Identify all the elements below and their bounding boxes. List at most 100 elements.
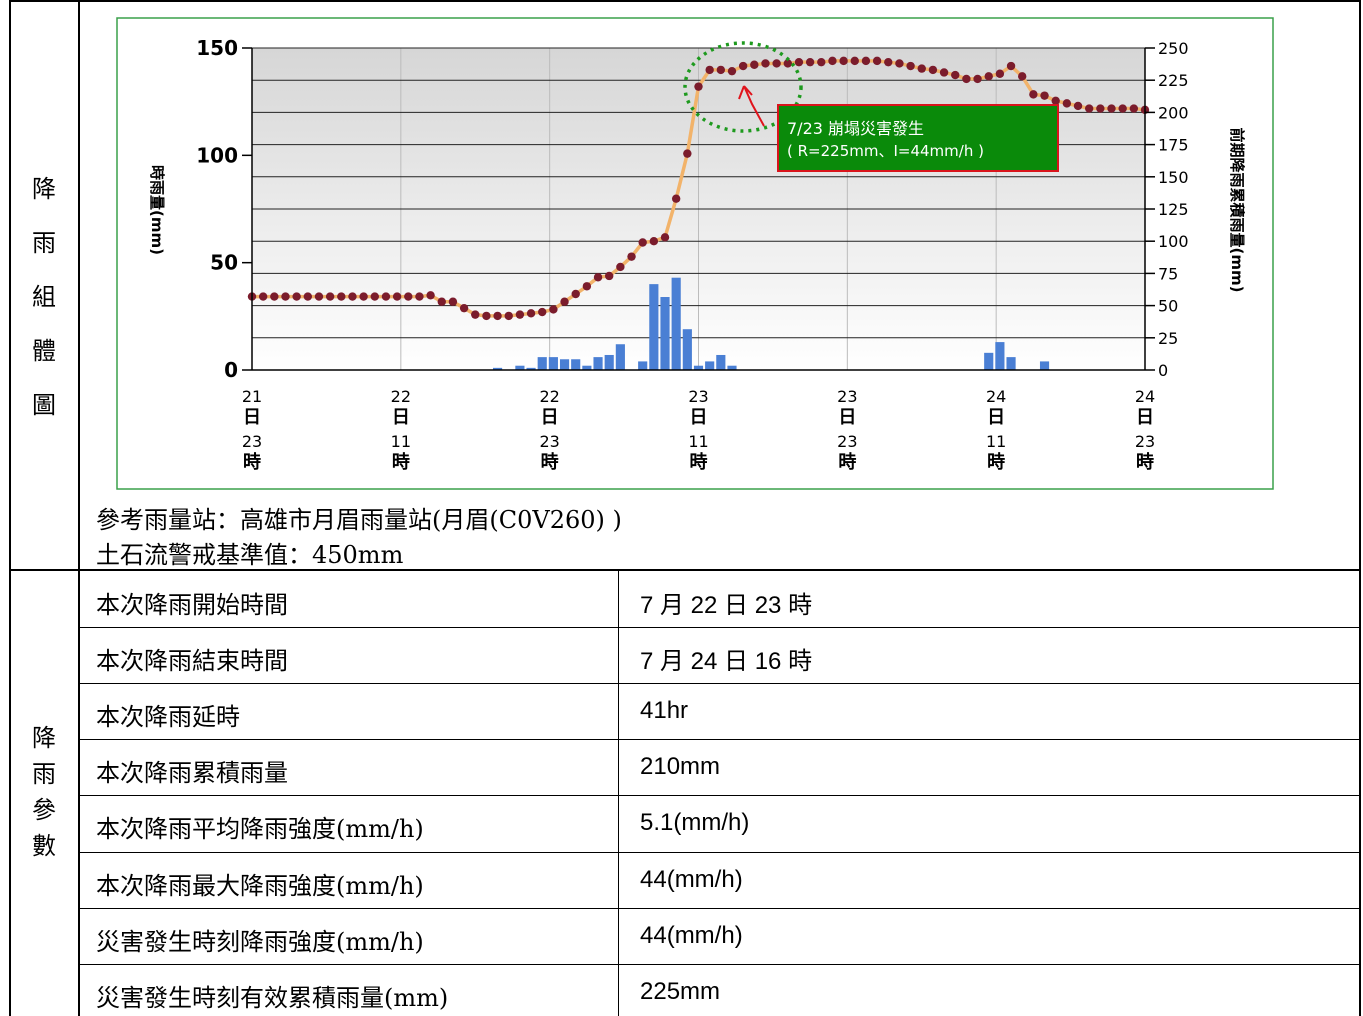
cumulative-point	[694, 82, 703, 91]
x-tick-text: 時	[987, 452, 1005, 473]
param-label: 本次降雨延時	[96, 703, 240, 732]
y-right-tick-label: 225	[1158, 71, 1189, 90]
y-left-tick-label: 50	[210, 251, 238, 275]
x-tick-text: 日	[987, 407, 1005, 428]
cumulative-point	[783, 59, 792, 68]
cumulative-point	[738, 61, 748, 71]
cumulative-point	[482, 311, 491, 321]
annotation-line1: 7/23 崩塌災害發生	[787, 119, 924, 138]
cumulative-point	[314, 292, 324, 301]
cumulative-point	[939, 68, 949, 77]
row-divider	[79, 851, 1361, 853]
cumulative-point	[716, 65, 726, 75]
reference-station: 參考雨量站：高雄市月眉雨量站(月眉(C0V260) )	[96, 506, 622, 534]
cumulative-point	[1084, 104, 1094, 113]
y-right-tick-label: 25	[1158, 329, 1178, 348]
cumulative-point	[616, 262, 625, 272]
rain-bar	[492, 367, 503, 370]
rain-bar	[593, 357, 603, 370]
cumulative-point	[292, 292, 301, 301]
rain-bar	[682, 329, 692, 370]
param-value: 210mm	[640, 753, 721, 781]
outer-frame	[9, 0, 1361, 1016]
y-axis-right-label: 前期降雨累積雨量(mm)	[1228, 128, 1246, 293]
cumulative-point	[605, 271, 614, 281]
x-tick-label: 22日 23時	[539, 387, 559, 473]
cumulative-point	[1096, 104, 1105, 113]
chart-section-char: 雨	[32, 229, 56, 257]
cumulative-point	[962, 74, 971, 84]
cumulative-point	[627, 252, 636, 261]
cumulative-point	[448, 297, 458, 306]
rain-bar	[515, 365, 525, 370]
rain-bar	[571, 359, 581, 370]
row-divider	[79, 627, 1361, 629]
cumulative-point	[493, 311, 502, 321]
rain-bar	[1006, 357, 1016, 370]
x-tick-text: 23	[837, 387, 857, 406]
row-divider	[79, 963, 1361, 965]
rain-bar	[671, 277, 681, 370]
y-right-tick-label: 50	[1158, 297, 1178, 316]
cumulative-point	[917, 64, 926, 73]
cumulative-point	[727, 66, 737, 76]
cumulative-point	[325, 292, 335, 301]
cumulative-point	[348, 292, 357, 301]
param-label: 災害發生時刻有效累積雨量(mm)	[96, 983, 449, 1012]
x-tick-text: 日	[838, 407, 856, 428]
param-label: 災害發生時刻降雨強度(mm/h)	[96, 927, 424, 956]
x-tick-text: 日	[541, 407, 559, 428]
y-right-tick-label: 200	[1158, 103, 1189, 122]
cumulative-point	[861, 56, 871, 66]
x-tick-label: 24日 23時	[1135, 387, 1155, 473]
cumulative-point	[1029, 90, 1038, 99]
column-divider	[78, 0, 80, 1016]
cumulative-point	[258, 292, 268, 301]
param-label: 本次降雨開始時間	[96, 591, 288, 619]
chart-section-char: 圖	[32, 391, 56, 419]
cumulative-point	[1129, 104, 1139, 113]
cumulative-point	[895, 59, 904, 68]
chart-section-char: 體	[32, 337, 56, 365]
y-right-tick-label: 150	[1158, 168, 1189, 187]
x-tick-text: 時	[838, 452, 856, 473]
x-tick-text: 22	[391, 387, 411, 406]
x-tick-text: 23	[1135, 432, 1155, 451]
cumulative-point	[1073, 101, 1083, 111]
rain-bar	[716, 354, 726, 370]
param-value: 7 月 22 日 23 時	[640, 592, 813, 619]
cumulative-point	[381, 292, 391, 301]
row-divider	[79, 907, 1361, 909]
cumulative-point	[1107, 104, 1116, 113]
y-left-tick-label: 150	[196, 36, 238, 60]
cumulative-point	[951, 70, 960, 80]
x-tick-text: 22	[539, 387, 559, 406]
cumulative-point	[1062, 99, 1072, 108]
rain-bar	[604, 354, 614, 370]
x-tick-text: 時	[690, 452, 708, 473]
cumulative-point	[638, 238, 647, 247]
cumulative-point	[805, 57, 815, 67]
row-divider	[79, 683, 1361, 685]
cumulative-point	[794, 57, 804, 67]
cumulative-point	[549, 305, 558, 314]
cumulative-point	[705, 65, 714, 75]
param-label: 本次降雨累積雨量	[96, 759, 288, 788]
rainfall-chart: 0 50 100 150 0 25 50 75 100 125 150 175 200 225 250 2…	[116, 17, 1274, 490]
rain-bar	[559, 359, 570, 370]
y-right-tick-label: 0	[1158, 361, 1168, 380]
x-tick-text: 11	[688, 432, 708, 451]
params-section-label: 降 雨 參 數	[11, 720, 77, 864]
cumulative-point	[1040, 91, 1049, 100]
x-tick-text: 23	[242, 432, 262, 451]
param-value: 225mm	[640, 977, 721, 1005]
param-value: 7 月 24 日 16 時	[640, 648, 813, 676]
cumulative-point	[906, 61, 915, 71]
x-tick-label: 23日 11時	[688, 387, 708, 473]
rain-bar	[548, 357, 558, 370]
x-tick-text: 時	[541, 452, 559, 473]
annotation-line2: ( R=225mm、I=44mm/h )	[787, 142, 984, 160]
param-label: 本次降雨最大降雨強度(mm/h)	[96, 871, 424, 900]
rain-bar	[582, 365, 592, 370]
warning-threshold: 土石流警戒基準值：450mm	[96, 541, 404, 569]
